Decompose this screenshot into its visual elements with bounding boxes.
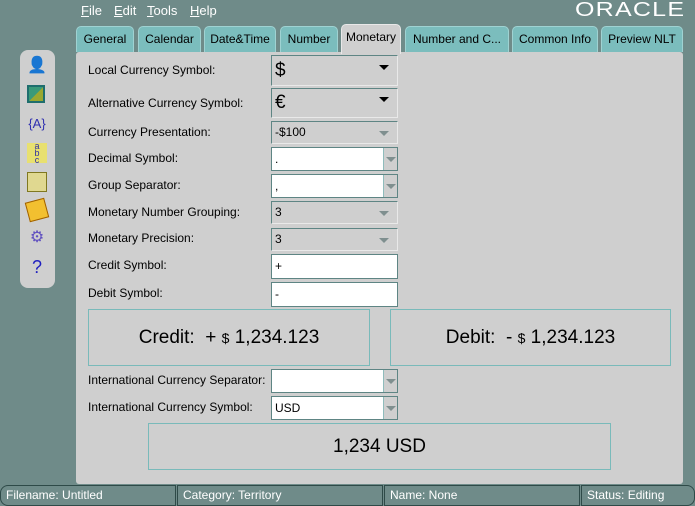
local-currency-symbol-select[interactable]: $: [271, 55, 398, 86]
monetary-number-grouping-select[interactable]: 3: [271, 201, 398, 224]
credit-preview: Credit: + $ 1,234.123: [88, 309, 370, 366]
tab-calendar[interactable]: Calendar: [138, 26, 201, 52]
local-currency-symbol-label: Local Currency Symbol:: [88, 63, 216, 77]
monetary-precision-select[interactable]: 3: [271, 228, 398, 251]
status-category: Category: Territory: [177, 485, 383, 506]
credit-symbol-input[interactable]: +: [271, 254, 398, 279]
document-gear-icon[interactable]: ⚙: [29, 229, 45, 246]
alternative-currency-symbol-select[interactable]: €: [271, 88, 398, 118]
decimal-symbol-label: Decimal Symbol:: [88, 151, 179, 165]
tab-date-time[interactable]: Date&Time: [204, 26, 276, 52]
monetary-precision-label: Monetary Precision:: [88, 231, 195, 245]
credit-symbol-label: Credit Symbol:: [88, 258, 167, 272]
tab-common-info[interactable]: Common Info: [512, 26, 598, 52]
decimal-symbol-combo[interactable]: .: [271, 147, 398, 171]
menu-file[interactable]: File: [81, 3, 102, 18]
oracle-logo: ORACLE: [574, 0, 685, 21]
menu-edit[interactable]: Edit: [114, 3, 137, 18]
alternative-currency-symbol-label: Alternative Currency Symbol:: [88, 96, 244, 110]
status-editing: Status: Editing: [581, 485, 695, 506]
intl-currency-separator-label: International Currency Separator:: [88, 373, 266, 387]
tab-monetary[interactable]: Monetary: [341, 24, 401, 54]
dropdown-button[interactable]: [383, 397, 397, 419]
tab-number[interactable]: Number: [280, 26, 338, 52]
menu-tools[interactable]: Tools: [147, 3, 178, 18]
tab-number-and-currency[interactable]: Number and C...: [405, 26, 509, 52]
intl-currency-symbol-label: International Currency Symbol:: [88, 400, 253, 414]
intl-currency-separator-combo[interactable]: [271, 369, 398, 393]
intl-currency-symbol-combo[interactable]: USD: [271, 396, 398, 420]
debit-preview: Debit: - $ 1,234.123: [390, 309, 671, 366]
debit-symbol-input[interactable]: -: [271, 282, 398, 307]
help-icon[interactable]: ?: [31, 257, 42, 277]
status-name: Name: None: [384, 485, 580, 506]
open-folder-icon[interactable]: [27, 172, 47, 192]
map-icon[interactable]: [27, 85, 45, 103]
monetary-number-grouping-label: Monetary Number Grouping:: [88, 205, 241, 219]
currency-presentation-select[interactable]: -$100: [271, 121, 398, 144]
braces-a-icon[interactable]: {A}: [28, 116, 46, 131]
user-speech-icon[interactable]: 👤: [27, 57, 47, 74]
tab-general[interactable]: General: [76, 26, 134, 52]
dropdown-button[interactable]: [383, 148, 397, 170]
group-separator-combo[interactable]: ,: [271, 174, 398, 198]
dropdown-button[interactable]: [383, 370, 397, 392]
debit-symbol-label: Debit Symbol:: [88, 286, 163, 300]
status-filename: Filename: Untitled: [0, 485, 176, 506]
dropdown-button[interactable]: [383, 175, 397, 197]
menu-help[interactable]: Help: [190, 3, 217, 18]
currency-presentation-label: Currency Presentation:: [88, 125, 211, 139]
tab-preview-nlt[interactable]: Preview NLT: [601, 26, 683, 52]
save-disk-icon[interactable]: [24, 197, 50, 223]
international-preview: 1,234 USD: [148, 423, 611, 470]
group-separator-label: Group Separator:: [88, 178, 181, 192]
